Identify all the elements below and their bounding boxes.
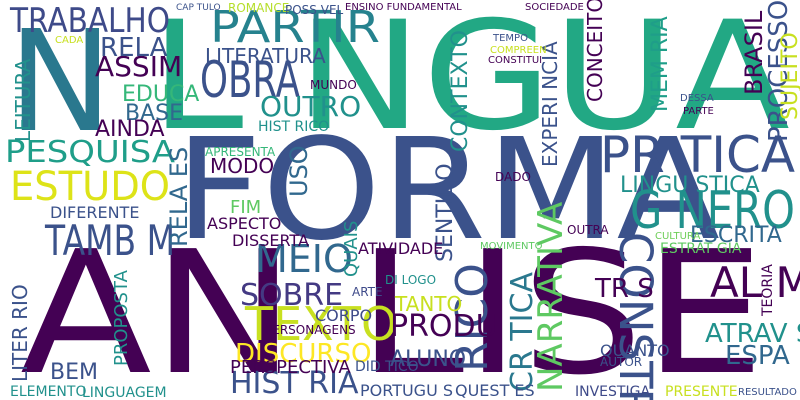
- word: QUEST ES: [455, 381, 535, 400]
- word: CORPO: [315, 306, 372, 325]
- word: ASPECTO: [207, 214, 281, 233]
- word: AUTOR: [600, 355, 642, 369]
- word: MEIO: [255, 237, 353, 281]
- word: CONCEITO: [583, 0, 607, 102]
- word: PR TICA: [600, 126, 795, 184]
- word: DESSA: [680, 93, 714, 104]
- word: MOVIMENTO: [480, 241, 543, 252]
- word: OBRA: [200, 51, 300, 109]
- word: BEM: [50, 360, 98, 385]
- word: POSS VEL: [285, 3, 344, 17]
- word: CONTEXTO: [448, 30, 473, 152]
- word: TEXTO: [244, 297, 397, 351]
- word: ELEMENTO: [10, 384, 86, 400]
- word: AN LISE: [20, 215, 765, 400]
- word: EDUCA: [122, 82, 199, 107]
- word: DI LOGO: [385, 273, 436, 287]
- word: ARTE: [352, 285, 383, 299]
- word: ESTRAT GIA: [660, 241, 742, 257]
- word: CR TICA: [505, 272, 540, 392]
- word: TR S: [594, 274, 654, 304]
- word: ATRAV S: [705, 319, 800, 349]
- word: SUJEITO: [778, 32, 800, 120]
- word: BASE: [125, 101, 183, 126]
- word: APRESENTA: [205, 145, 276, 159]
- word: DADO: [495, 170, 531, 184]
- word: TANTO: [394, 292, 462, 316]
- word: LITER RIO: [8, 284, 32, 382]
- word: EXPERI NCIA: [538, 41, 562, 167]
- word: PRESENTE: [665, 384, 738, 400]
- word: N: [8, 1, 113, 164]
- word: MODO: [210, 154, 274, 178]
- word: PROPOSTA: [111, 269, 132, 366]
- word: TEMPO: [492, 33, 528, 44]
- word: USO: [285, 145, 313, 197]
- word: DIFERENTE: [50, 203, 139, 222]
- word: HIST RIA: [230, 366, 359, 400]
- word: L NGUA: [150, 0, 790, 164]
- word: PORTUGU S: [360, 381, 453, 400]
- word: PRODU: [390, 309, 498, 344]
- word: SOCIEDADE: [525, 2, 584, 13]
- word: ASSIM: [95, 50, 182, 83]
- word: PARTIR: [210, 2, 380, 53]
- word: LINGU STICA: [620, 173, 760, 198]
- word: LITERATURA: [205, 44, 326, 68]
- word: PERSPECTIVA: [230, 357, 351, 378]
- word: CAP TULO: [176, 3, 221, 13]
- word: G NERO: [630, 181, 795, 241]
- word: RELA ES: [165, 147, 193, 247]
- word: PARTE: [683, 106, 714, 117]
- word: CULTURA: [655, 231, 700, 242]
- word: AINDA: [95, 117, 165, 142]
- word: DISSERTA: [232, 231, 309, 250]
- word: SOBRE: [240, 278, 343, 313]
- word: ALUNO: [390, 347, 466, 372]
- word: NARRATIVA: [531, 202, 571, 392]
- word: COMPREEN: [490, 45, 547, 56]
- word: RICO: [447, 263, 498, 372]
- word: AL M: [710, 258, 800, 307]
- word: MEM RIA: [648, 16, 673, 112]
- word: CONSTRU: [609, 232, 662, 400]
- word: QUANTO: [600, 341, 670, 360]
- word: PROCESSO: [764, 0, 794, 142]
- word: ESTUDO: [10, 164, 170, 210]
- word: ATIVIDADE: [358, 239, 443, 258]
- word: ESPA: [725, 341, 790, 371]
- word: LEITURA: [11, 58, 35, 142]
- word: CADA: [55, 35, 83, 46]
- word: BRASIL: [740, 10, 768, 95]
- word: DISCURSO: [235, 339, 371, 369]
- word: TRABALHO: [9, 1, 170, 41]
- word: PERSONAGENS: [265, 323, 356, 337]
- word: TEORIA: [760, 264, 776, 317]
- word: RESULTADO: [738, 387, 797, 398]
- word: ESCRITA: [690, 223, 782, 248]
- word: OUTRO: [260, 90, 361, 123]
- word: LINGUAGEM: [82, 385, 167, 400]
- word: RELA: [100, 33, 168, 63]
- word: MUNDO: [310, 78, 357, 92]
- word: ROMANCE: [228, 1, 289, 15]
- word: SENTIDO: [433, 163, 458, 262]
- word: FORMA: [175, 109, 720, 272]
- word: TAMB M: [44, 216, 175, 265]
- word: QUAIS: [341, 221, 362, 277]
- word: FIM: [230, 197, 261, 218]
- word: ENSINO FUNDAMENTAL: [345, 2, 462, 13]
- word: INVESTIGA: [575, 384, 650, 400]
- word: DID TICO: [355, 359, 419, 375]
- word: CONSTITUI: [488, 55, 542, 66]
- word: PESQUISA: [5, 135, 176, 170]
- word: HIST RICO: [258, 119, 329, 135]
- word: OUTRA: [567, 223, 609, 237]
